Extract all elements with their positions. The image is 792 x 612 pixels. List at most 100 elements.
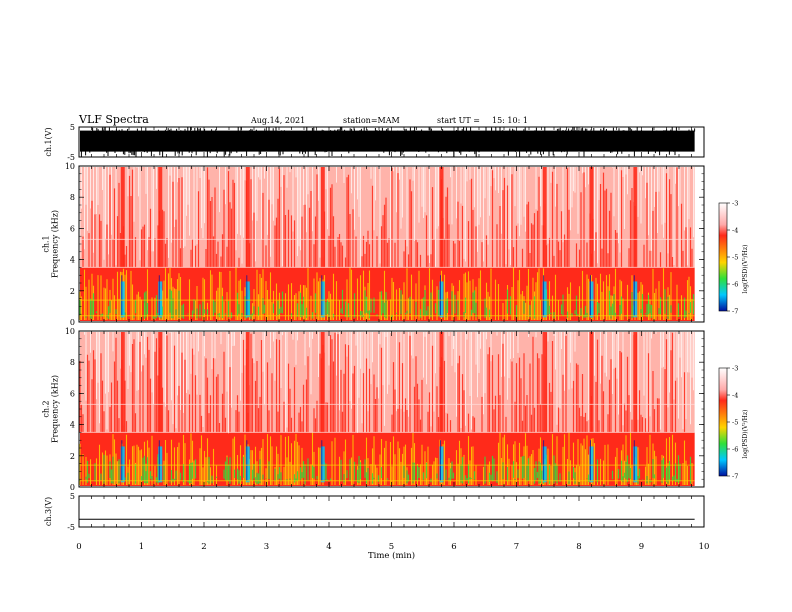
spec-burst-low: [320, 446, 325, 483]
x-tick-label: 9: [639, 542, 644, 552]
y-tick-label: 2: [70, 452, 75, 461]
x-tick-label: 1: [139, 542, 144, 552]
colorbar-gradient: [718, 202, 728, 312]
spec-burst-low: [542, 281, 547, 318]
x-tick-label: 10: [699, 542, 710, 552]
y-tick-label: 8: [70, 193, 75, 202]
y-tick-label: -5: [67, 153, 75, 162]
x-axis-label: Time (min): [368, 550, 415, 561]
time-axis: 0 1 2 3 4 5 6 7 8 9 10 Time (min): [76, 542, 709, 561]
x-tick-label: 3: [264, 542, 269, 552]
y-tick-label: 6: [70, 224, 75, 233]
colorbar-label: log(PSD)(V²/Hz): [742, 245, 749, 294]
x-tick-label: 2: [201, 542, 206, 552]
spec-burst-high: [320, 332, 325, 434]
y-tick-label: 5: [70, 123, 75, 132]
spec-burst-high: [589, 167, 594, 269]
header-date: Aug.14, 2021: [250, 116, 305, 125]
spec-burst-low: [158, 281, 163, 318]
x-tick-label: 5: [389, 542, 394, 552]
spec-burst-low: [633, 446, 638, 483]
colorbar-tick-label: -6: [732, 281, 738, 289]
spec-burst-high: [439, 167, 444, 269]
y-axis-label: ch.2: [42, 400, 51, 417]
spec-burst-low: [158, 446, 163, 483]
colorbar-tick-label: -6: [732, 446, 738, 454]
y-tick-label: 2: [70, 287, 75, 296]
x-tick-label: 6: [451, 542, 456, 552]
spec-burst-high: [245, 167, 250, 269]
spec-burst-low: [120, 446, 125, 483]
ch1-waveform-panel: 5 -5 ch.1(V): [44, 123, 705, 162]
colorbar-tick-label: -4: [732, 227, 738, 235]
spec-burst-low: [320, 281, 325, 318]
spec-burst-high: [633, 167, 638, 269]
spec-burst-low: [439, 281, 444, 318]
y-tick-label: 5: [70, 492, 75, 501]
colorbar-tick-label: -4: [732, 392, 738, 400]
ch2-colorbar: -3 -4 -5 -6 -7 log(PSD)(V²/Hz): [718, 365, 749, 481]
spec-burst-high: [439, 332, 444, 434]
spec-burst-low: [633, 281, 638, 318]
spec-low-freq-region: [80, 432, 695, 486]
colorbar-gradient: [718, 367, 728, 477]
y-tick-label: 4: [70, 421, 75, 430]
ch3-waveform-panel: 5 -5 ch.3(V): [44, 492, 705, 532]
spec-burst-low: [245, 446, 250, 483]
ch2-spectrogram-panel: 0 2 4 6 8 10 ch.2 Frequency (kHz): [42, 327, 705, 492]
colorbar-tick-label: -5: [732, 419, 738, 427]
header-station: station=MAM: [343, 116, 400, 125]
y-axis-label: ch.3(V): [44, 497, 53, 526]
x-tick-label: 4: [326, 542, 331, 552]
x-tick-label: 7: [514, 542, 519, 552]
y-axis-label: Frequency (kHz): [51, 375, 60, 443]
spec-burst-low: [589, 446, 594, 483]
spec-burst-high: [245, 332, 250, 434]
header-start-time: 15: 10: 1: [492, 116, 528, 125]
spec-burst-high: [542, 167, 547, 269]
spec-white-streaks: [84, 332, 694, 434]
spec-burst-low: [245, 281, 250, 318]
ch1-signal-spikes: [80, 127, 696, 157]
colorbar-tick-label: -3: [732, 200, 738, 208]
spec-white-streaks: [79, 167, 694, 269]
spec-burst-high: [633, 332, 638, 434]
spec-burst-high: [542, 332, 547, 434]
y-axis-label: ch.1: [42, 235, 51, 252]
spec-burst-high: [158, 167, 163, 269]
spec-burst-low: [589, 281, 594, 318]
spec-burst-high: [120, 167, 125, 269]
spec-red-streaks: [79, 332, 686, 433]
spec-burst-high: [320, 167, 325, 269]
y-tick-label: 0: [70, 483, 75, 492]
y-tick-label: 10: [65, 327, 75, 336]
spec-burst-high: [120, 332, 125, 434]
spec-green-streaks: [79, 289, 695, 319]
y-tick-label: 4: [70, 256, 75, 265]
x-tick-label: 0: [76, 542, 81, 552]
y-tick-label: 0: [70, 318, 75, 327]
y-tick-label: -5: [67, 523, 75, 532]
y-axis-label: ch.1(V): [44, 127, 53, 156]
figure-title: VLF Spectra: [78, 113, 149, 126]
y-tick-label: 8: [70, 358, 75, 367]
spec-burst-high: [589, 332, 594, 434]
spec-burst-low: [439, 446, 444, 483]
y-tick-label: 10: [65, 162, 75, 171]
colorbar-tick-label: -5: [732, 254, 738, 262]
spec-burst-low: [542, 446, 547, 483]
spec-burst-core: [121, 440, 635, 481]
ch1-spectrogram-panel: 0 2 4 6 8 10 ch.1 Frequency (kHz): [42, 162, 705, 327]
colorbar-tick-label: -7: [732, 473, 738, 481]
header-start-label: start UT =: [437, 116, 480, 125]
ch1-colorbar: -3 -4 -5 -6 -7 log(PSD)(V²/Hz): [718, 200, 749, 316]
y-tick-label: 6: [70, 389, 75, 398]
colorbar-tick-label: -3: [732, 365, 738, 373]
ch1-signal-body: [80, 130, 695, 152]
spec-burst-high: [158, 332, 163, 434]
spec-burst-core: [121, 275, 635, 316]
colorbar-tick-label: -7: [732, 308, 738, 316]
colorbar-label: log(PSD)(V²/Hz): [742, 410, 749, 459]
x-tick-label: 8: [576, 542, 581, 552]
